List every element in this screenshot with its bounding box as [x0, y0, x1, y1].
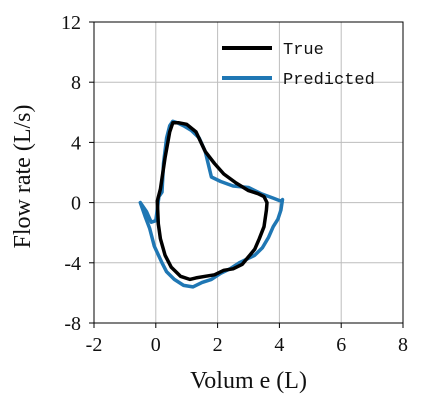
y-tick-label: -8 — [64, 313, 81, 335]
grid — [93, 21, 404, 324]
series-layer — [138, 119, 285, 289]
x-axis-title: Volum e (L) — [190, 368, 307, 394]
y-tick-label: 8 — [71, 72, 81, 94]
y-tick-label: 12 — [61, 12, 81, 34]
series-line-predicted — [138, 119, 285, 289]
legend: True Predicted — [222, 41, 375, 90]
legend-label-true: True — [283, 41, 324, 60]
legend-label-predicted: Predicted — [283, 71, 375, 90]
x-tick-label: 6 — [336, 334, 346, 356]
series-line-true — [155, 121, 269, 282]
x-tick-label: -2 — [86, 334, 103, 356]
x-tick-label: 8 — [398, 334, 408, 356]
plot-frame — [93, 21, 404, 324]
x-tick-label: 2 — [213, 334, 223, 356]
y-tick-label: 0 — [71, 193, 81, 215]
y-tick-label: -4 — [64, 253, 81, 275]
x-tick-label: 4 — [274, 334, 284, 356]
y-tick-label: 4 — [71, 132, 81, 154]
x-tick-label: 0 — [151, 334, 161, 356]
axis-ticks: -2 0 2 4 6 8 -8 -4 0 4 8 12 — [61, 12, 408, 356]
y-axis-title: Flow rate (L/s) — [10, 105, 36, 249]
